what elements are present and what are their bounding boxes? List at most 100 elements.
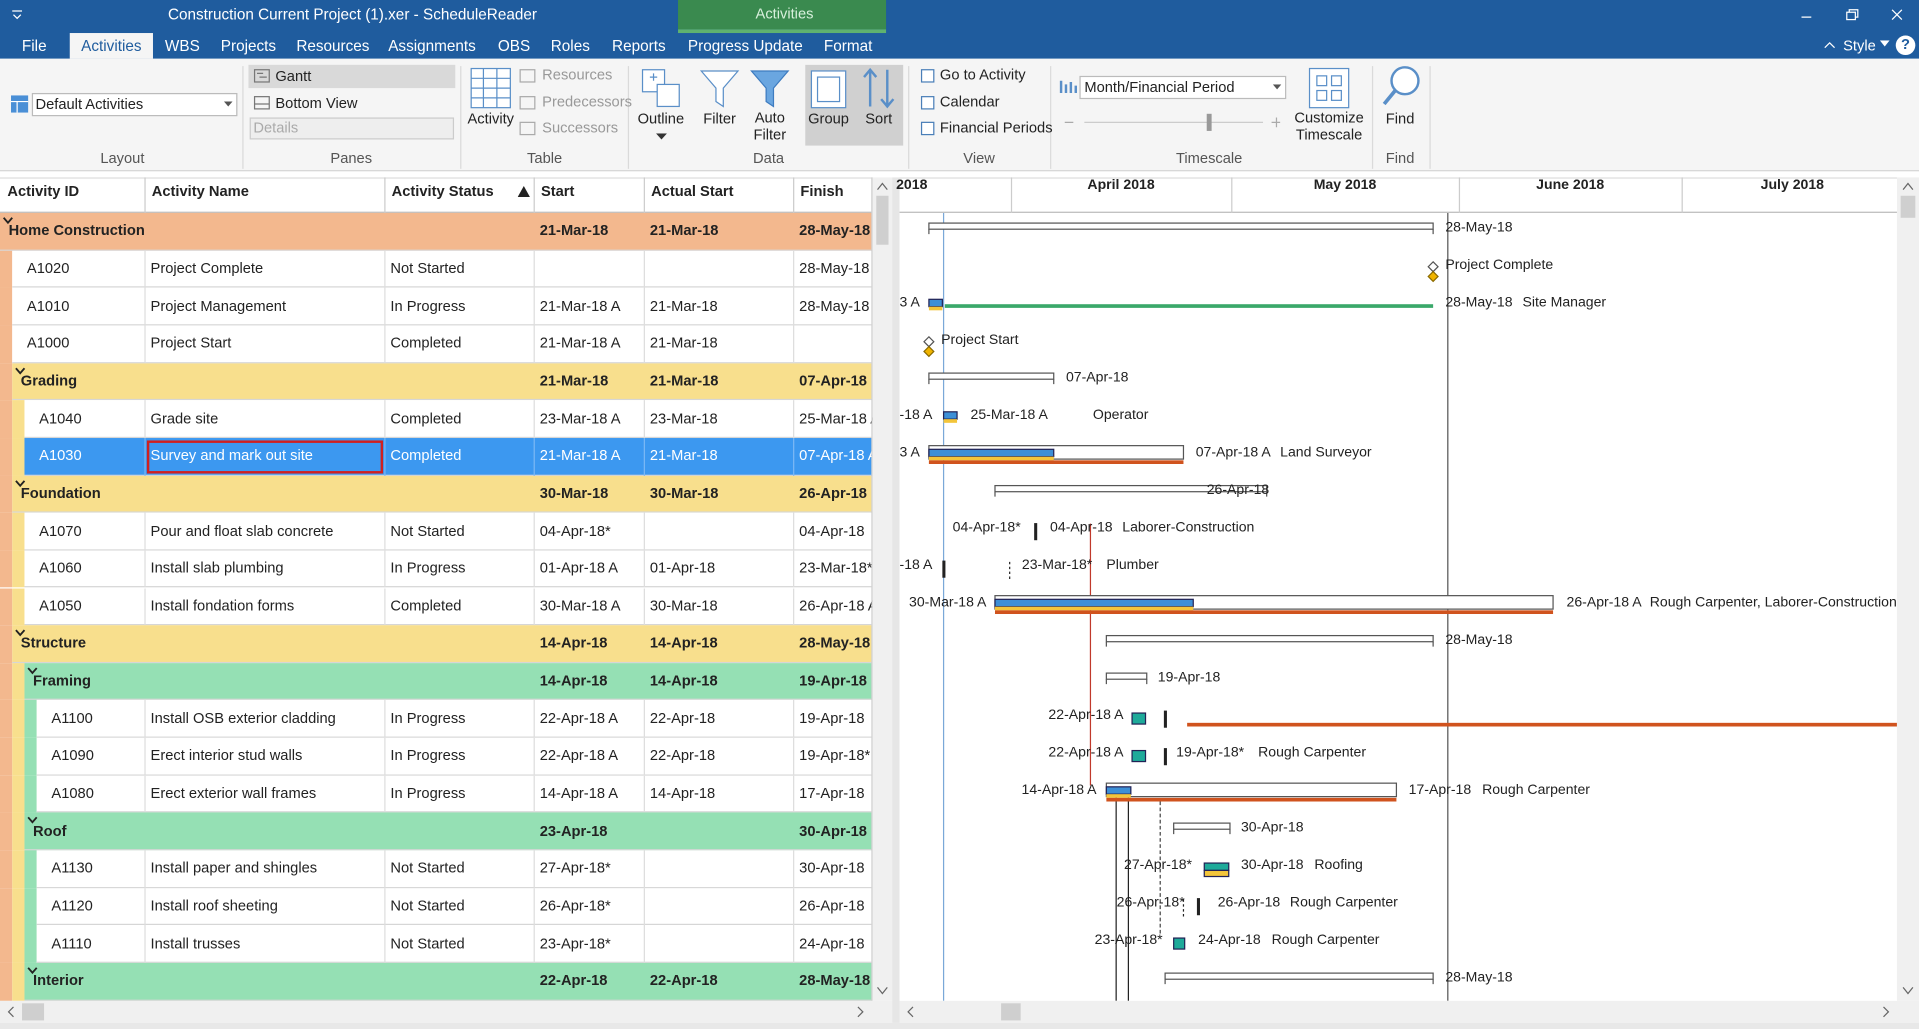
gantt-horizontal-scrollbar[interactable]: [899, 1000, 1919, 1023]
layout-dropdown[interactable]: [31, 92, 238, 117]
data-button-icon[interactable]: [699, 67, 741, 109]
table-item[interactable]: Predecessors: [542, 93, 632, 111]
wbs-row[interactable]: [12, 362, 872, 401]
wbs-row[interactable]: [0, 212, 872, 251]
menu-tab[interactable]: Progress Update: [687, 37, 803, 55]
close-button[interactable]: [1887, 6, 1907, 23]
customize-timescale-icon[interactable]: [1308, 67, 1350, 109]
collapse-toggle[interactable]: [27, 667, 38, 676]
activity-row[interactable]: [36, 700, 872, 738]
wbs-row[interactable]: [24, 662, 872, 701]
ribbon-button-label[interactable]: Filter: [703, 110, 736, 128]
collapse-toggle[interactable]: [15, 479, 26, 488]
activity-row[interactable]: [24, 512, 872, 551]
activity-row[interactable]: [36, 850, 872, 888]
column-header[interactable]: Activity Name: [151, 182, 249, 200]
minimize-button[interactable]: [1797, 7, 1817, 24]
restore-button[interactable]: [1842, 6, 1862, 23]
style-dropdown-arrow[interactable]: [1879, 40, 1890, 47]
menu-tab[interactable]: File: [21, 37, 47, 55]
activity-row[interactable]: [12, 287, 872, 326]
data-button-icon[interactable]: [749, 67, 791, 109]
activity-row[interactable]: [12, 250, 872, 288]
active-tab[interactable]: Activities: [81, 37, 142, 55]
summary-bar: [1105, 634, 1434, 643]
menu-tab[interactable]: Roles: [550, 37, 590, 55]
activity-row[interactable]: [36, 925, 872, 963]
view-item[interactable]: Financial Periods: [939, 118, 1053, 136]
find-icon[interactable]: [1381, 65, 1423, 109]
wbs-row[interactable]: [12, 475, 872, 513]
scroll-up[interactable]: [876, 181, 888, 191]
column-header[interactable]: Actual Start: [651, 182, 734, 200]
style-menu[interactable]: Style: [1843, 36, 1876, 54]
quick-access-menu[interactable]: [10, 7, 25, 20]
sort-indicator[interactable]: [517, 185, 530, 197]
ribbon-button-label[interactable]: Sort: [865, 110, 893, 128]
pane-item[interactable]: Bottom View: [275, 94, 358, 112]
data-button-icon[interactable]: [640, 67, 682, 109]
collapse-toggle[interactable]: [15, 629, 26, 638]
table-horizontal-scrollbar[interactable]: [0, 1000, 893, 1023]
activity-row[interactable]: [36, 887, 872, 926]
timescale-dropdown[interactable]: [1079, 75, 1287, 100]
activity-row[interactable]: [12, 325, 872, 363]
scroll-down[interactable]: [876, 986, 888, 996]
dropdown-arrow[interactable]: [1272, 84, 1282, 90]
table-vertical-scrollbar[interactable]: [872, 177, 893, 1001]
pane-item[interactable]: Gantt: [275, 67, 312, 85]
collapse-toggle[interactable]: [27, 967, 38, 976]
collapse-ribbon[interactable]: [1824, 39, 1836, 51]
data-button-icon[interactable]: [858, 67, 900, 109]
wbs-row[interactable]: [12, 625, 872, 663]
ribbon-button-label[interactable]: Auto Filter: [753, 109, 787, 144]
menu-tab[interactable]: Reports: [612, 37, 666, 55]
activity-row[interactable]: [24, 400, 872, 438]
scroll-left[interactable]: [6, 1006, 16, 1018]
collapse-toggle[interactable]: [15, 367, 26, 376]
view-item[interactable]: Go to Activity: [939, 66, 1026, 84]
activity-row[interactable]: [24, 587, 872, 626]
ribbon-button-label[interactable]: Group: [808, 110, 849, 128]
dropdown-arrow[interactable]: [223, 101, 233, 108]
scroll-right[interactable]: [855, 1006, 865, 1018]
activity-row[interactable]: [24, 550, 872, 588]
menu-tab[interactable]: Assignments: [388, 37, 476, 55]
table-item[interactable]: Resources: [542, 66, 613, 84]
menu-tab[interactable]: Resources: [296, 37, 370, 55]
outline-dropdown-arrow[interactable]: [655, 133, 667, 140]
gantt-vertical-scrollbar[interactable]: [1896, 177, 1919, 1001]
column-header[interactable]: Activity ID: [7, 182, 80, 200]
ribbon-button-label[interactable]: Find: [1385, 110, 1415, 128]
help-icon-ring[interactable]: [1895, 34, 1917, 56]
collapse-toggle[interactable]: [2, 217, 13, 226]
menu-tab[interactable]: Projects: [220, 37, 277, 55]
cell-divider: [643, 437, 645, 476]
column-header[interactable]: Finish: [800, 182, 844, 200]
wbs-row[interactable]: [24, 962, 872, 1001]
activity-row[interactable]: [36, 775, 872, 813]
menu-tab[interactable]: Format: [823, 37, 873, 55]
menu-tab[interactable]: WBS: [164, 37, 200, 55]
table-item[interactable]: Successors: [542, 118, 619, 136]
column-header[interactable]: Activity Status: [391, 182, 494, 200]
ribbon-button-label[interactable]: Activity: [467, 110, 515, 128]
view-item[interactable]: Calendar: [939, 93, 1000, 111]
activity-row[interactable]: [36, 737, 872, 776]
scroll-right[interactable]: [1881, 1006, 1891, 1018]
scroll-left[interactable]: [906, 1006, 916, 1018]
gantt-pane-toggle[interactable]: [248, 64, 456, 89]
wbs-row[interactable]: [24, 812, 872, 851]
scroll-down[interactable]: [1902, 986, 1914, 996]
activity-row[interactable]: [24, 437, 872, 476]
ribbon-button-label[interactable]: Customize Timescale: [1294, 109, 1364, 144]
column-header[interactable]: Start: [540, 182, 575, 200]
scroll-up[interactable]: [1902, 181, 1914, 191]
zoom-slider[interactable]: [1060, 113, 1285, 133]
menu-tab[interactable]: OBS: [497, 37, 531, 55]
collapse-toggle[interactable]: [27, 817, 38, 826]
help-button[interactable]: ?: [1901, 35, 1911, 53]
ribbon-button-label[interactable]: Outline: [637, 110, 685, 128]
data-button-icon[interactable]: [808, 67, 850, 109]
activity-table-icon[interactable]: [470, 67, 512, 109]
